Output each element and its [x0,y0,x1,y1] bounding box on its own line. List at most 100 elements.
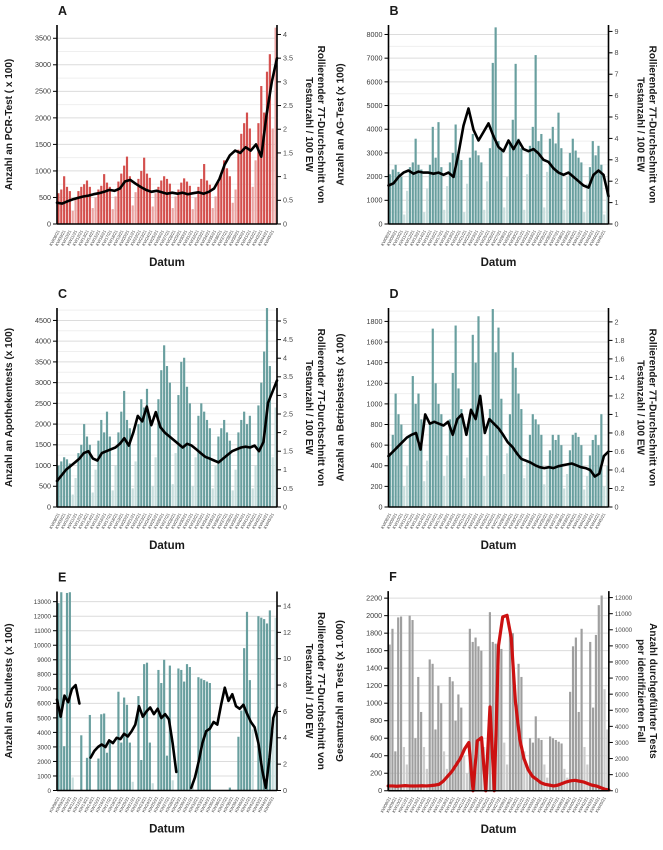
x-axis-labels: KW08/21KW09/21KW10/21KW11/21KW12/21KW13/… [380,511,607,529]
svg-text:4.5: 4.5 [283,335,293,344]
svg-text:1.8: 1.8 [615,336,625,345]
svg-text:200: 200 [370,769,382,778]
panel-D: 0 200 400 600 800 1000 1200 1400 1600 1800 0 0.2 0.4… [331,283,663,566]
svg-text:0: 0 [615,219,619,228]
panel-letter: B [390,4,399,18]
svg-text:200: 200 [371,482,383,491]
left-axis-title: Anzahl an AG-Test (x 100) [336,63,347,185]
svg-text:1000: 1000 [366,699,382,708]
svg-text:0.5: 0.5 [283,196,293,205]
right-axis-title-line1: Rollierender 7T-Durchschnitt von [647,46,658,204]
svg-text:9000: 9000 [37,657,51,664]
rolling-average-line [55,56,279,205]
panel-letter: D [390,287,399,301]
svg-text:0: 0 [379,502,383,511]
svg-text:8: 8 [615,48,619,57]
svg-text:4000: 4000 [367,125,383,134]
svg-text:1000: 1000 [367,399,383,408]
svg-text:2.5: 2.5 [283,101,293,110]
svg-text:0.6: 0.6 [615,447,625,456]
svg-text:3.5: 3.5 [283,372,293,381]
chart-ag-tests: 0 1000 2000 3000 4000 5000 6000 7000 8000 0 1 2 3 4 5 6… [331,0,663,283]
x-axis-title: Datum [149,257,185,269]
svg-text:2000: 2000 [366,611,382,620]
svg-text:12: 12 [283,628,291,637]
svg-text:4000: 4000 [35,337,51,346]
left-axis-ticks: 0 200 400 600 800 1000 1200 1400 1600 1800 [367,317,389,511]
svg-text:8000: 8000 [615,659,629,666]
right-axis-ticks: 0 0.5 1 1.5 2 2.5 3 3.5 4 [277,30,293,228]
gridlines [57,37,277,212]
svg-text:2500: 2500 [35,87,51,96]
svg-text:2000: 2000 [37,759,51,766]
svg-text:0: 0 [283,786,287,795]
left-axis-title: Gesamtzahl an Tests (x 1.000) [335,620,346,762]
svg-text:0: 0 [283,502,287,511]
svg-text:2500: 2500 [35,399,51,408]
svg-text:1200: 1200 [366,681,382,690]
x-axis-labels: KW08/21KW09/21KW10/21KW11/21KW12/21KW13/… [48,511,275,529]
chart-pcr-tests: 0 500 1000 1500 2000 2500 3000 3500 0 0.5 1 1.5 2 2.5… [0,0,331,283]
svg-text:7000: 7000 [367,54,383,63]
svg-text:2: 2 [615,317,619,326]
svg-text:3000: 3000 [367,148,383,157]
x-axis-title: Datum [149,824,185,836]
left-axis-title: Anzahl an Schultests (x 100) [4,623,15,758]
svg-text:0: 0 [48,788,52,795]
svg-text:4000: 4000 [615,724,629,731]
svg-text:5000: 5000 [615,708,629,715]
chart-svg-E: 0100020003000400050006000700080009000100… [4,571,326,836]
rolling-average-line [387,394,610,478]
chart-gesamt-tests: 0 200 400 600 800 1000 1200 1400 1600 1800 2000 220… [331,566,663,850]
axes [387,591,610,792]
right-axis-title-line2: Testanzahl / 100 EW [303,644,314,739]
svg-text:2000: 2000 [35,113,51,122]
svg-text:1: 1 [615,198,619,207]
right-axis-title-line2: Testanzahl / 100 EW [635,360,646,455]
panel-A: 0 500 1000 1500 2000 2500 3000 3500 0 0.5 1 1.5 2 2.5… [0,0,331,283]
svg-text:600: 600 [371,441,383,450]
right-axis-title-line2: per identifizierten Fall [635,639,646,743]
rolling-average-line [55,683,279,790]
right-axis-title-line1: Anzahl durchgeführter Tests [647,623,658,759]
panel-letter: A [58,4,67,18]
svg-text:4: 4 [283,733,287,742]
svg-text:8000: 8000 [367,30,383,39]
svg-text:2000: 2000 [367,172,383,181]
svg-text:1000: 1000 [615,772,629,779]
svg-text:2.5: 2.5 [283,409,293,418]
svg-text:0.8: 0.8 [615,428,625,437]
svg-text:1800: 1800 [366,629,382,638]
svg-text:7: 7 [615,70,619,79]
svg-text:1200: 1200 [367,379,383,388]
svg-text:3: 3 [283,77,287,86]
svg-text:2: 2 [283,428,287,437]
svg-text:3.5: 3.5 [283,54,293,63]
daily-test-bars [57,308,277,508]
right-axis-title-line1: Rollierender 7T-Durchschnitt von [315,46,326,204]
chart-svg-F: 0 200 400 600 800 1000 1200 1400 1600 1800 2000 220… [335,570,658,836]
svg-text:1: 1 [283,172,287,181]
svg-text:4: 4 [615,134,619,143]
svg-text:1600: 1600 [366,646,382,655]
svg-text:1800: 1800 [367,317,383,326]
svg-text:1.4: 1.4 [615,373,625,382]
x-axis-title: Datum [481,824,517,836]
svg-text:2: 2 [615,177,619,186]
panel-B: 0 1000 2000 3000 4000 5000 6000 7000 8000 0 1 2 3 4 5 6… [331,0,663,283]
left-axis-title: Anzahl an PCR-Test ( x 100) [4,59,15,191]
svg-text:0: 0 [379,219,383,228]
svg-text:1.2: 1.2 [615,391,625,400]
svg-text:4000: 4000 [37,730,51,737]
x-axis-title: Datum [149,540,185,552]
svg-text:3: 3 [615,155,619,164]
svg-text:3: 3 [283,391,287,400]
svg-text:0.2: 0.2 [615,484,625,493]
left-axis-title: Anzahl an Apothekentests (x 100) [4,328,15,487]
panel-C: 0 500 1000 1500 2000 2500 3000 3500 4000 4500 0 0.5… [0,283,331,566]
left-axis-ticks: 0 200 400 600 800 1000 1200 1400 1600 1800 2000 220… [366,594,389,795]
svg-text:400: 400 [370,751,382,760]
left-axis-ticks: 0 1000 2000 3000 4000 5000 6000 7000 8000 [367,30,389,228]
svg-text:1.5: 1.5 [283,148,293,157]
right-axis-title-line2: Testanzahl / 100 EW [303,77,314,172]
